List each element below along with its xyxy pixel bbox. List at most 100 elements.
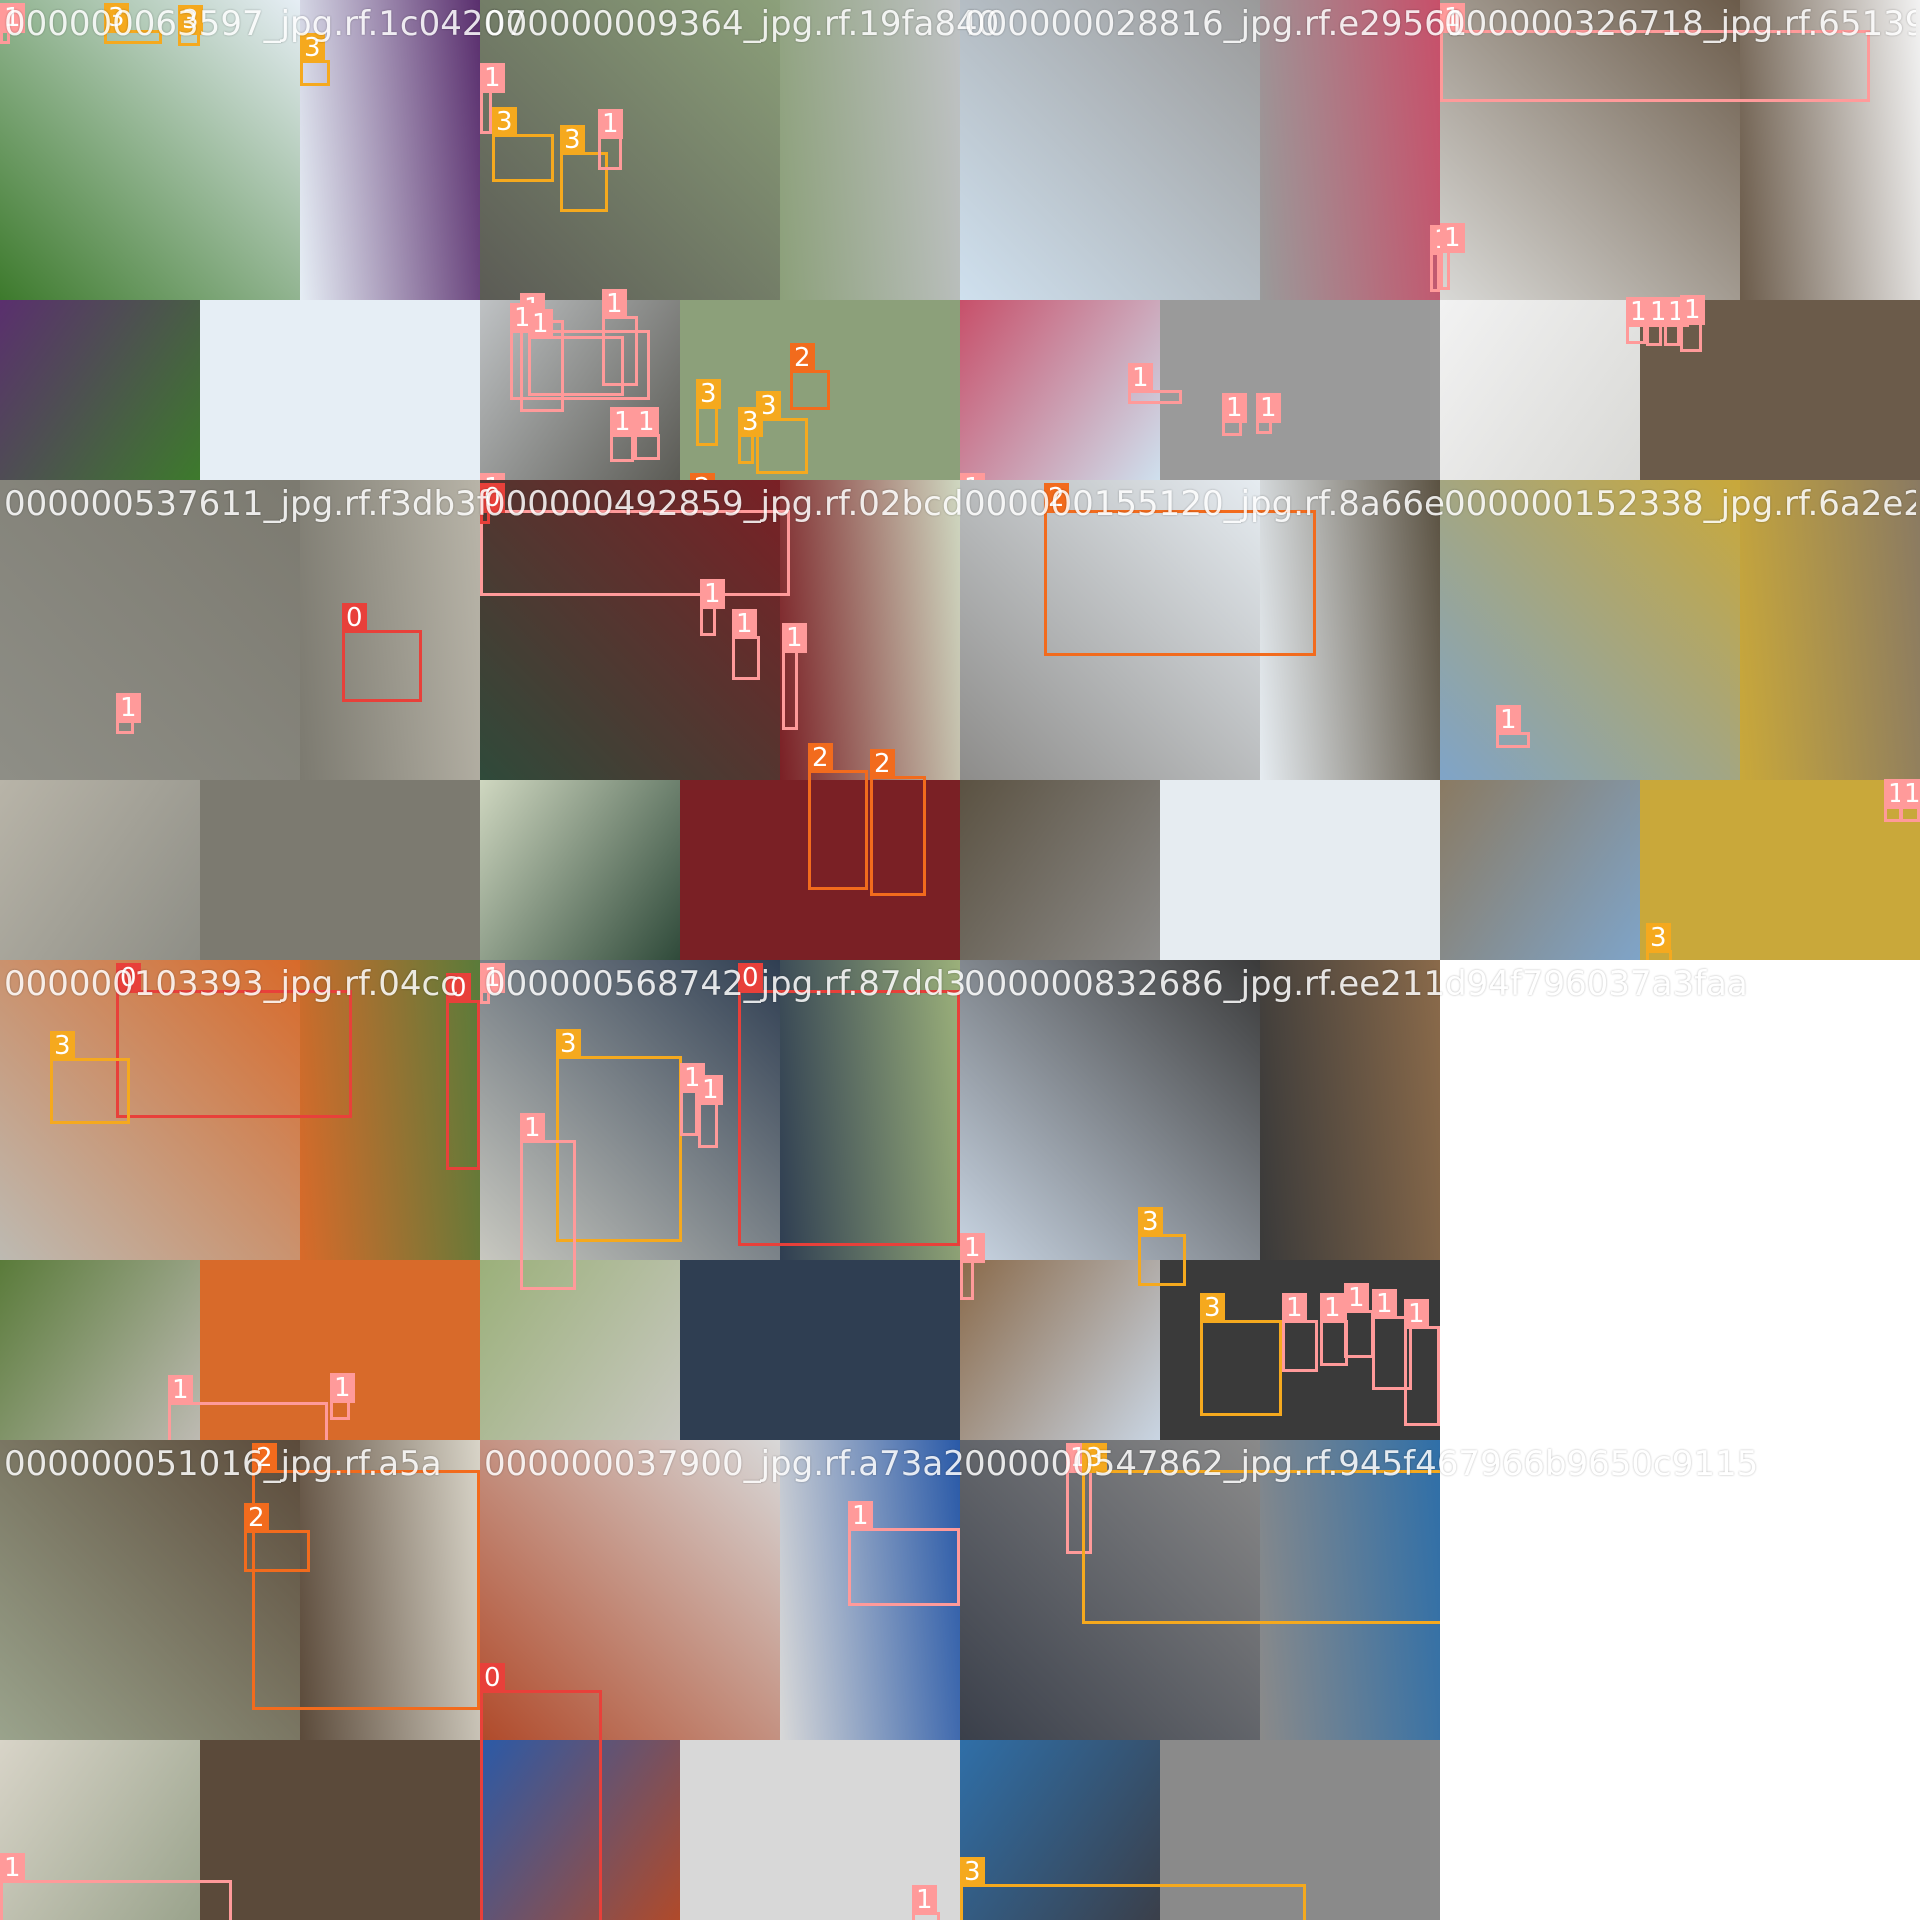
tile-filename: 000000832686_jpg.rf.ee211d94f796037a3faa	[964, 964, 1748, 1004]
photo-fragment	[480, 0, 780, 300]
tile-filename: 000000537611_jpg.rf.f3db3f	[4, 484, 489, 524]
photo-fragment	[300, 960, 480, 1260]
photo-fragment	[1440, 780, 1640, 960]
photo-fragment	[0, 300, 200, 480]
class-label: 1	[698, 1075, 723, 1105]
detection-box: 3	[738, 407, 763, 464]
class-label: 0	[342, 603, 367, 633]
detection-box: 1	[610, 407, 635, 462]
photo-fragment	[0, 780, 200, 960]
class-label: 1	[848, 1501, 873, 1531]
photo-fragment	[480, 1260, 680, 1440]
class-label: 3	[1200, 1293, 1225, 1323]
detection-box: 3	[556, 1029, 682, 1242]
detection-box: 1	[602, 289, 638, 386]
photo-fragment	[1160, 1740, 1440, 1920]
detection-box: 1	[0, 1853, 232, 1920]
class-label: 1	[960, 1233, 985, 1263]
class-label: 3	[178, 5, 203, 35]
detection-box: 3	[1646, 923, 1672, 960]
class-label: 1	[782, 623, 807, 653]
detection-box: 2	[870, 749, 926, 896]
class-label: 3	[960, 1857, 985, 1887]
detection-box: 0	[480, 1663, 602, 1920]
detection-box: 3	[1082, 1443, 1440, 1624]
mosaic-tile: 1 0 1	[480, 1440, 960, 1920]
detection-box: 1	[1496, 705, 1530, 748]
detection-box: 0	[116, 963, 352, 1118]
mosaic-tile: 2	[960, 480, 1440, 960]
photo-fragment	[1440, 480, 1740, 780]
detection-box: 0	[446, 973, 480, 1170]
detection-box: 1	[1440, 223, 1465, 290]
tile-filename: 000000492859_jpg.rf.02bcd	[484, 484, 964, 524]
detection-box: 1	[520, 1113, 576, 1290]
class-label: 1	[0, 1853, 25, 1883]
class-label: 1	[1256, 393, 1281, 423]
detection-box: 3	[960, 1857, 1306, 1920]
photo-fragment	[680, 300, 960, 480]
photo-fragment	[300, 0, 480, 300]
class-label: 2	[1044, 483, 1069, 513]
detection-box: 1	[1664, 297, 1689, 346]
detection-box: 1	[1222, 393, 1247, 436]
tile-filename: 000000547862_jpg.rf.945f467966b9650c9115	[964, 1444, 1759, 1484]
detection-box: 3	[696, 379, 721, 446]
class-label: 1	[0, 3, 25, 33]
photo-fragment	[480, 780, 680, 960]
class-label: 1	[528, 309, 553, 339]
photo-fragment	[200, 1740, 480, 1920]
photo-fragment	[0, 480, 300, 780]
detection-box: 1	[330, 1373, 355, 1420]
detection-box: 3	[178, 5, 203, 46]
class-label: 1	[1344, 1283, 1369, 1313]
class-label: 1	[602, 289, 627, 319]
class-label: 0	[446, 973, 471, 1003]
photo-fragment	[300, 1440, 480, 1740]
class-label: 3	[1646, 923, 1671, 953]
photo-fragment	[1640, 780, 1920, 960]
photo-fragment	[0, 1740, 200, 1920]
photo-fragment	[960, 0, 1260, 300]
class-label: 3	[104, 3, 129, 33]
detection-box: 1	[480, 963, 505, 1004]
class-label: 1	[912, 1885, 937, 1915]
detection-box: 1	[680, 1063, 705, 1136]
tile-filename: 000000568742_jpg.rf.87dd3	[484, 964, 967, 1004]
mosaic-tile: 0 3 0 1 1	[0, 960, 480, 1440]
class-label: 0	[738, 963, 763, 993]
detection-box: 1	[1404, 1299, 1440, 1426]
detection-box: 3	[1200, 1293, 1282, 1416]
detection-box: 1	[528, 309, 624, 396]
detection-box: 1	[480, 63, 505, 134]
photo-fragment	[960, 1440, 1260, 1740]
class-label: 1	[598, 109, 623, 139]
class-label: 1	[330, 1373, 355, 1403]
tile-filename: 000000326718_jpg.rf.65139	[1444, 4, 1916, 44]
detection-box: 1	[1282, 1293, 1318, 1372]
photo-fragment	[0, 0, 300, 300]
class-label: 1	[1372, 1289, 1397, 1319]
detection-box: 1	[732, 609, 760, 680]
mosaic-tile: 1111220	[480, 480, 960, 960]
photo-fragment	[0, 1260, 200, 1440]
class-label: 2	[252, 1443, 277, 1473]
class-label: 1	[1440, 3, 1465, 33]
detection-box: 0	[480, 483, 505, 524]
class-label: 1	[960, 473, 985, 480]
class-label: 1	[1320, 1293, 1345, 1323]
photo-fragment	[780, 960, 960, 1260]
tile-filename: 000000152338_jpg.rf.6a2e2	[1444, 484, 1916, 524]
class-label: 1	[634, 407, 659, 437]
class-label: 1	[480, 63, 505, 93]
detection-box: 3	[560, 125, 608, 212]
photo-fragment	[1260, 480, 1440, 780]
class-label: 3	[696, 379, 721, 409]
photo-fragment	[960, 780, 1160, 960]
detection-box: 1	[1646, 297, 1671, 346]
detection-box: 1	[1344, 1283, 1374, 1358]
tile-filename: 000000009364_jpg.rf.19fa840	[484, 4, 1000, 44]
